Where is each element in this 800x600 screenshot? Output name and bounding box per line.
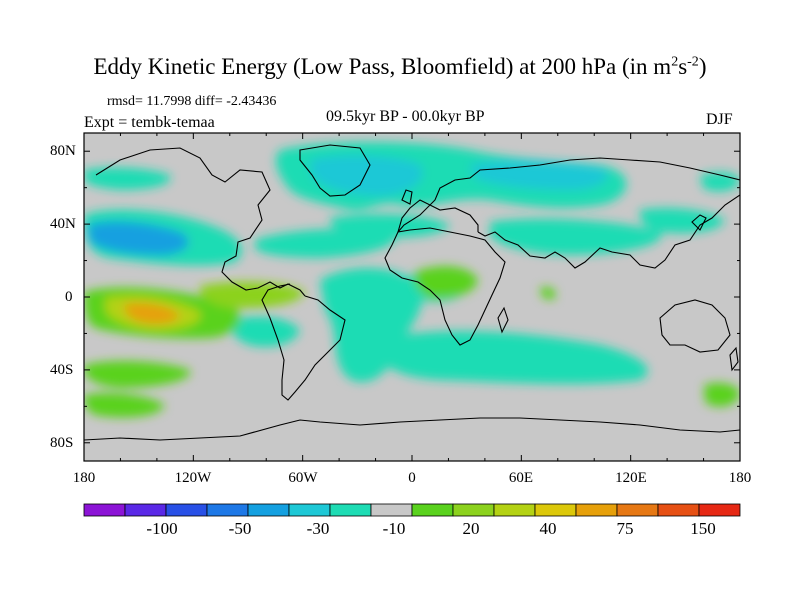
colorbar-label: -100 <box>146 519 178 538</box>
colorbar-swatch <box>329 503 372 517</box>
x-tick-120e: 120E <box>615 470 647 486</box>
y-tick-80s: 80S <box>50 435 74 451</box>
colorbar-swatch <box>452 503 495 517</box>
experiment-label: Expt = tembk-temaa <box>84 114 215 131</box>
colorbar-swatch <box>124 503 167 517</box>
coastlines <box>84 144 740 441</box>
colorbar-swatch <box>83 503 126 517</box>
x-tick-180w: 180 <box>72 470 96 486</box>
colorbar-swatch <box>370 503 413 517</box>
field-pacific-strip <box>84 167 171 190</box>
y-tick-40n: 40N <box>50 216 76 232</box>
coast-australia <box>659 299 731 353</box>
colorbar-swatch <box>493 503 536 517</box>
coast-greenland <box>299 144 371 197</box>
y-tick-0: 0 <box>65 289 73 305</box>
colorbar-swatch <box>575 503 618 517</box>
y-tick-80n: 80N <box>50 143 76 159</box>
x-tick-0: 0 <box>408 470 416 486</box>
colorbar-label: 75 <box>616 519 634 538</box>
colorbar-swatch <box>616 503 659 517</box>
x-tick-120w: 120W <box>174 470 212 486</box>
stats-label: rmsd= 11.7998 diff= -2.43436 <box>107 94 277 109</box>
colorbar-swatch <box>534 503 577 517</box>
colorbar-label: 20 <box>462 519 480 538</box>
field-mid-atlantic <box>255 228 396 258</box>
x-tick-180e: 180 <box>728 470 752 486</box>
period-label: 09.5kyr BP - 00.0kyr BP <box>326 108 485 125</box>
coast-japan <box>691 214 707 231</box>
field-indian-small <box>540 287 556 300</box>
field-southern-indian <box>378 330 648 385</box>
field-middle-east <box>490 218 662 255</box>
colorbar-swatch <box>165 503 208 517</box>
colorbar-swatch <box>698 503 741 517</box>
colorbar-label: -30 <box>306 519 330 538</box>
colorbar-swatch <box>247 503 290 517</box>
colorbar-swatch <box>206 503 249 517</box>
colorbar-label: 40 <box>539 519 557 538</box>
y-tick-40s: 40S <box>50 362 74 378</box>
x-tick-60e: 60E <box>508 470 534 486</box>
coast-africa <box>384 227 506 346</box>
chart-title: Eddy Kinetic Energy (Low Pass, Bloomfiel… <box>93 54 707 79</box>
field-north-pacific-core <box>88 221 189 256</box>
coast-south-america <box>261 283 346 401</box>
field-south-atlantic <box>320 268 423 383</box>
colorbar <box>83 503 741 517</box>
colorbar-swatch <box>657 503 700 517</box>
coast-uk <box>401 189 413 205</box>
colorbar-swatch <box>411 503 454 517</box>
axis-ticks <box>83 133 741 461</box>
field-east-pacific-south <box>704 382 740 407</box>
colorbar-swatch <box>288 503 331 517</box>
colorbar-label: -50 <box>228 519 252 538</box>
colorbar-label: -10 <box>382 519 406 538</box>
field-east-asia <box>639 208 725 234</box>
coast-new-zealand <box>729 346 739 372</box>
field-south-america-west <box>229 316 300 347</box>
season-label: DJF <box>706 111 733 128</box>
field-equatorial-south-america <box>199 281 305 309</box>
coast-europe <box>397 199 479 233</box>
x-tick-60w: 60W <box>288 470 318 486</box>
coast-north-america <box>95 147 306 297</box>
field-greenland <box>310 155 423 196</box>
field-mediterranean <box>329 214 450 238</box>
coast-antarctica <box>84 417 740 441</box>
field-south-pacific-1 <box>84 360 191 388</box>
field-equatorial-pacific-core <box>124 302 180 324</box>
coast-asia-south <box>477 194 740 269</box>
field-south-pacific-2 <box>84 393 165 418</box>
colorbar-label: 150 <box>690 519 716 538</box>
coast-madagascar <box>497 306 509 334</box>
